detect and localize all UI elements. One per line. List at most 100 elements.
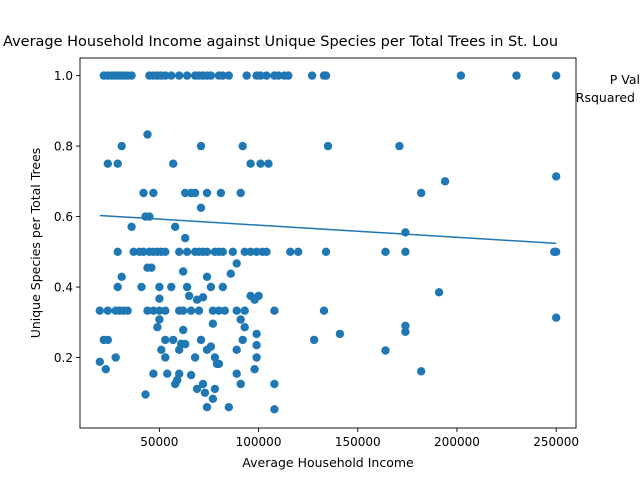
data-point	[198, 379, 208, 389]
data-point	[123, 306, 132, 315]
data-point	[181, 188, 190, 198]
data-point	[262, 71, 271, 80]
data-point	[232, 306, 241, 315]
data-point	[252, 329, 261, 339]
data-point	[182, 71, 192, 80]
data-point	[167, 282, 176, 292]
data-point	[198, 293, 208, 302]
data-point	[206, 71, 216, 80]
data-point	[161, 306, 170, 315]
data-point	[113, 282, 122, 292]
data-point	[256, 159, 265, 168]
data-point	[190, 188, 200, 198]
data-point	[218, 247, 227, 256]
data-point	[196, 335, 206, 345]
data-point	[139, 247, 148, 256]
data-point	[210, 384, 220, 394]
data-point	[238, 141, 247, 151]
data-point	[321, 71, 331, 80]
data-point	[232, 345, 241, 354]
chart-title: Average Household Income against Unique …	[3, 34, 559, 50]
data-point	[240, 323, 249, 332]
data-point	[236, 315, 245, 324]
data-point	[401, 327, 410, 336]
data-point	[307, 71, 317, 80]
data-point	[256, 71, 265, 80]
data-point	[113, 159, 122, 168]
annotation-pval: P Val	[609, 72, 640, 87]
data-point	[214, 306, 224, 315]
data-point	[163, 369, 172, 378]
data-point	[181, 233, 190, 243]
data-point	[254, 291, 263, 301]
data-point	[242, 71, 251, 80]
data-point	[417, 367, 426, 376]
y-axis-label: Unique Species per Total Trees	[28, 148, 43, 339]
data-point	[167, 71, 176, 80]
data-marks	[95, 71, 561, 414]
data-point	[103, 306, 113, 315]
data-point	[155, 306, 164, 315]
data-point	[202, 188, 212, 198]
data-point	[236, 379, 245, 389]
data-point	[155, 294, 164, 303]
data-point	[218, 71, 227, 80]
data-point	[145, 212, 154, 221]
data-point	[264, 159, 273, 168]
data-point	[103, 335, 113, 345]
data-point	[175, 369, 184, 378]
data-point	[552, 172, 561, 181]
data-point	[155, 315, 164, 324]
data-point	[284, 71, 293, 80]
data-point	[512, 71, 521, 80]
y-tick-label: 0.2	[54, 351, 73, 365]
annotation-rsquared: Rsquared	[575, 90, 635, 105]
data-point	[117, 272, 126, 281]
x-axis-ticks: 50000 100000 150000 200000 250000	[140, 428, 579, 449]
data-point	[440, 177, 450, 186]
trend-line	[99, 214, 557, 245]
data-point	[240, 306, 249, 315]
data-point	[127, 222, 136, 231]
data-point	[137, 282, 146, 292]
data-point	[182, 282, 192, 292]
data-point	[381, 346, 390, 355]
data-point	[153, 323, 162, 332]
data-point	[206, 282, 216, 292]
data-point	[155, 282, 164, 292]
data-point	[226, 269, 235, 278]
data-point	[208, 394, 218, 403]
data-point	[113, 247, 122, 256]
data-point	[202, 247, 212, 256]
data-point	[111, 353, 120, 362]
data-point	[202, 403, 212, 412]
data-point	[323, 141, 333, 151]
data-point	[179, 267, 188, 276]
x-tick-label: 100000	[236, 435, 282, 449]
data-point	[181, 339, 190, 349]
data-point	[202, 272, 212, 281]
data-point	[395, 141, 404, 151]
data-point	[149, 306, 158, 315]
data-point	[252, 353, 261, 362]
data-point	[218, 282, 227, 292]
y-tick-label: 0.8	[54, 140, 73, 154]
data-point	[224, 71, 233, 80]
data-point	[236, 188, 245, 198]
data-point	[127, 71, 136, 80]
data-point	[552, 313, 561, 322]
data-point	[232, 259, 241, 268]
data-point	[228, 247, 237, 256]
data-point	[286, 247, 295, 256]
data-point	[252, 341, 261, 350]
data-point	[552, 71, 561, 80]
x-axis-label: Average Household Income	[242, 455, 414, 470]
data-point	[184, 291, 194, 301]
data-point	[321, 247, 331, 256]
data-point	[206, 342, 216, 351]
x-tick-label: 250000	[533, 435, 579, 449]
data-point	[212, 359, 222, 369]
data-point	[270, 405, 279, 414]
data-point	[103, 159, 113, 168]
